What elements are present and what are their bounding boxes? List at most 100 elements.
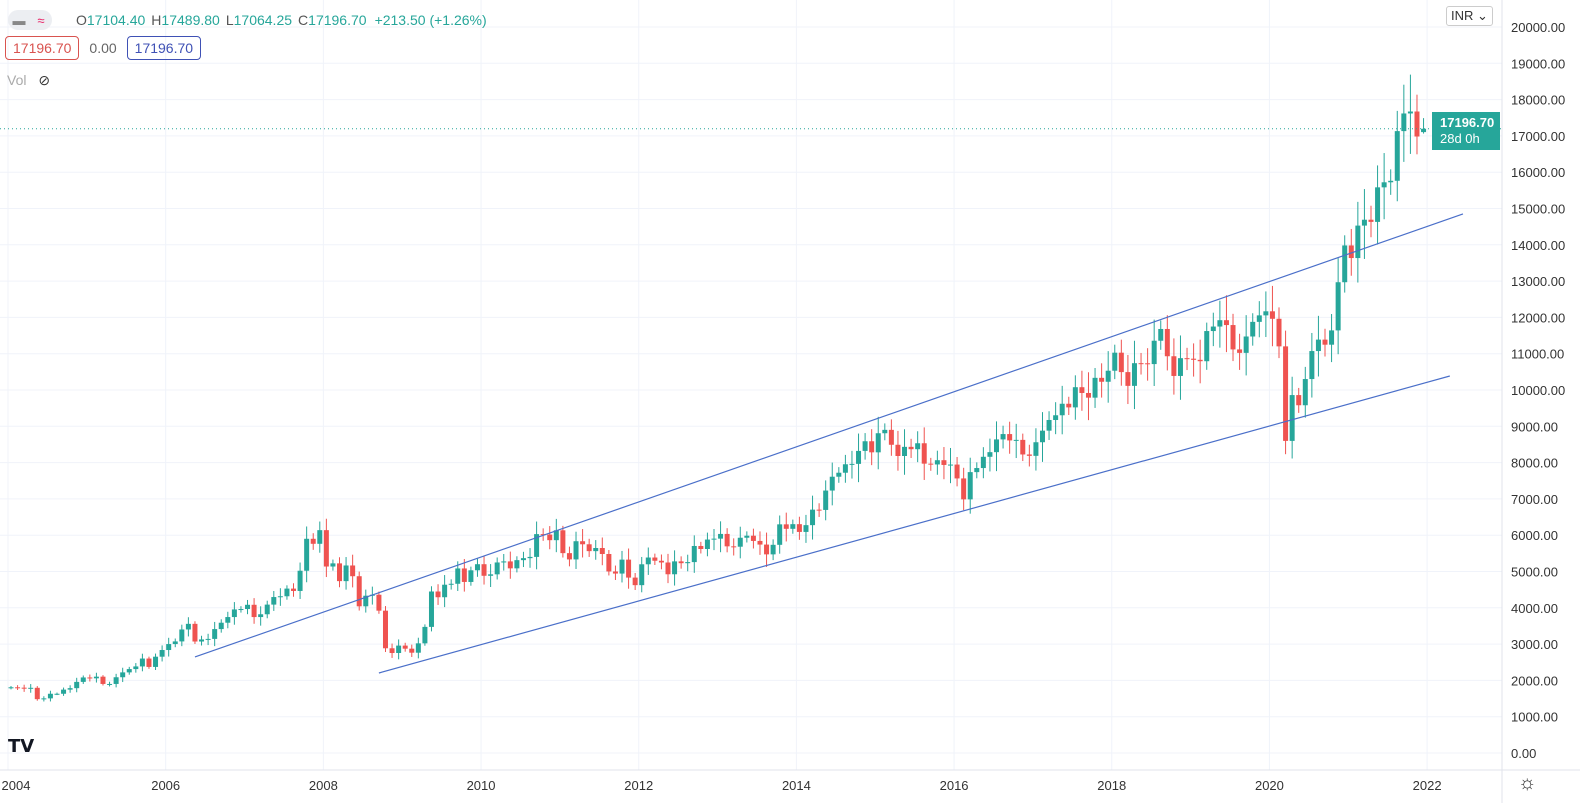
candle-body[interactable] <box>783 524 789 529</box>
candle-body[interactable] <box>41 698 47 700</box>
candle-body[interactable] <box>225 617 231 623</box>
candle-body[interactable] <box>317 530 323 544</box>
trend-line[interactable] <box>378 375 1450 674</box>
candle-body[interactable] <box>1066 403 1072 408</box>
candle-body[interactable] <box>1204 331 1210 362</box>
candle-body[interactable] <box>796 524 802 532</box>
candle-body[interactable] <box>1269 311 1275 319</box>
candle-body[interactable] <box>1092 377 1098 398</box>
candle-body[interactable] <box>494 562 500 575</box>
candle-body[interactable] <box>1348 245 1354 259</box>
candle-body[interactable] <box>514 560 520 569</box>
candle-body[interactable] <box>1309 351 1315 380</box>
candle-body[interactable] <box>632 577 638 586</box>
candle-body[interactable] <box>1223 320 1229 326</box>
candle-body[interactable] <box>1125 372 1131 386</box>
candle-body[interactable] <box>258 614 264 618</box>
candle-body[interactable] <box>1105 370 1111 382</box>
candle-body[interactable] <box>1145 363 1151 365</box>
candle-body[interactable] <box>961 478 967 500</box>
candle-body[interactable] <box>1046 419 1052 431</box>
candle-body[interactable] <box>974 468 980 473</box>
candle-body[interactable] <box>251 604 257 618</box>
hidden-eye-icon[interactable]: ⊘ <box>38 72 51 88</box>
candle-body[interactable] <box>941 460 947 465</box>
candle-body[interactable] <box>1296 395 1302 406</box>
candle-body[interactable] <box>1158 328 1164 341</box>
candle-body[interactable] <box>61 689 67 694</box>
candle-body[interactable] <box>67 688 73 690</box>
candle-body[interactable] <box>271 597 277 605</box>
candle-body[interactable] <box>166 644 172 651</box>
candle-body[interactable] <box>685 562 691 564</box>
candle-body[interactable] <box>580 541 586 545</box>
candle-body[interactable] <box>810 509 816 526</box>
candle-body[interactable] <box>921 443 927 464</box>
candle-body[interactable] <box>816 509 822 511</box>
candle-body[interactable] <box>507 561 513 569</box>
candle-body[interactable] <box>593 548 599 552</box>
candle-body[interactable] <box>21 687 27 689</box>
candle-body[interactable] <box>586 544 592 552</box>
candle-body[interactable] <box>606 554 612 572</box>
candle-body[interactable] <box>80 677 86 682</box>
candle-body[interactable] <box>1230 325 1236 350</box>
candle-body[interactable] <box>389 648 395 653</box>
candle-body[interactable] <box>212 629 218 639</box>
series-icon[interactable]: ≈ <box>37 12 45 28</box>
candle-body[interactable] <box>1020 439 1026 455</box>
candle-body[interactable] <box>566 553 572 560</box>
collapse-icon[interactable]: ▬ <box>12 12 26 28</box>
candle-body[interactable] <box>869 441 875 453</box>
candle-body[interactable] <box>1131 363 1137 386</box>
candle-body[interactable] <box>856 450 862 464</box>
candle-body[interactable] <box>1263 311 1269 316</box>
candle-body[interactable] <box>199 639 205 642</box>
candle-body[interactable] <box>126 669 132 673</box>
candle-body[interactable] <box>323 530 329 567</box>
candle-body[interactable] <box>1164 328 1170 357</box>
candle-body[interactable] <box>159 650 165 657</box>
candle-body[interactable] <box>724 533 730 547</box>
candle-body[interactable] <box>192 623 198 642</box>
candle-body[interactable] <box>744 535 750 538</box>
trend-line[interactable] <box>194 213 1464 658</box>
candle-body[interactable] <box>737 537 743 547</box>
candle-body[interactable] <box>304 538 310 571</box>
candle-body[interactable] <box>343 565 349 582</box>
candle-body[interactable] <box>770 544 776 555</box>
candle-body[interactable] <box>205 638 211 640</box>
candle-body[interactable] <box>882 429 888 434</box>
candle-body[interactable] <box>836 472 842 477</box>
sell-price[interactable]: 17196.70 <box>5 36 80 60</box>
candle-body[interactable] <box>1217 320 1223 327</box>
candle-body[interactable] <box>415 643 421 653</box>
candle-body[interactable] <box>422 626 428 644</box>
candle-body[interactable] <box>1072 387 1078 408</box>
settings-gear-icon[interactable]: ☼ <box>1518 772 1537 794</box>
candle-body[interactable] <box>711 538 717 540</box>
candle-body[interactable] <box>560 530 566 554</box>
candle-body[interactable] <box>363 595 369 607</box>
candle-body[interactable] <box>829 476 835 491</box>
currency-select[interactable]: INR ⌄ <box>1446 6 1493 26</box>
candle-body[interactable] <box>382 610 388 649</box>
candle-body[interactable] <box>698 545 704 549</box>
candle-body[interactable] <box>1421 128 1427 133</box>
candle-body[interactable] <box>842 464 848 473</box>
candle-body[interactable] <box>47 693 53 699</box>
candle-body[interactable] <box>1099 377 1105 382</box>
candle-body[interactable] <box>139 658 145 667</box>
candle-body[interactable] <box>573 541 579 560</box>
candle-body[interactable] <box>777 524 783 545</box>
candle-body[interactable] <box>994 439 999 453</box>
candle-body[interactable] <box>428 591 434 627</box>
candle-body[interactable] <box>172 641 178 645</box>
candle-body[interactable] <box>238 609 244 611</box>
candle-body[interactable] <box>534 534 540 557</box>
candle-body[interactable] <box>849 463 855 465</box>
candle-body[interactable] <box>1053 415 1059 420</box>
candle-body[interactable] <box>1007 434 1013 441</box>
candle-body[interactable] <box>1361 219 1367 226</box>
